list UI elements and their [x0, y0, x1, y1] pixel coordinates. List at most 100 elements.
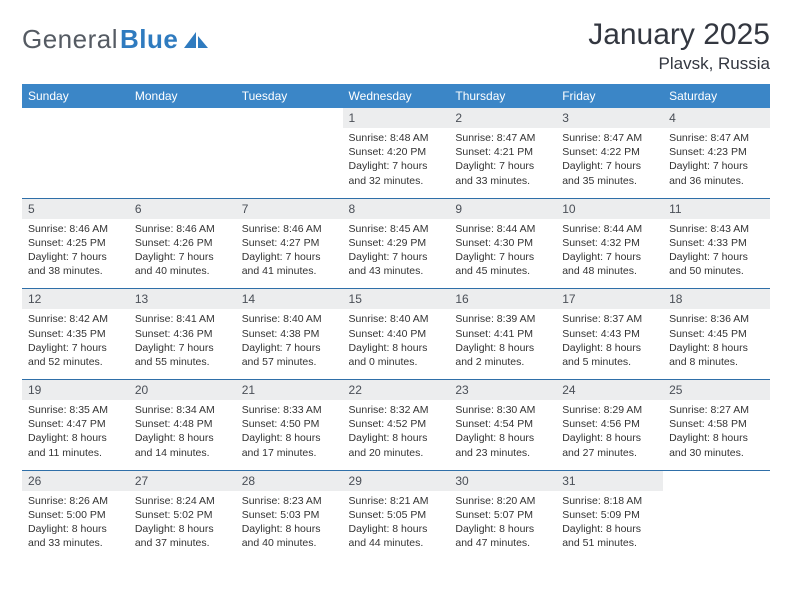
day-line: Daylight: 8 hours	[669, 341, 764, 355]
day-line: Sunset: 4:23 PM	[669, 145, 764, 159]
col-saturday: Saturday	[663, 84, 770, 108]
day-line: Daylight: 8 hours	[242, 522, 337, 536]
day-body	[663, 491, 770, 561]
calendar-cell: 11Sunrise: 8:43 AMSunset: 4:33 PMDayligh…	[663, 198, 770, 289]
day-number: 16	[449, 289, 556, 309]
day-line: Sunset: 5:05 PM	[349, 508, 444, 522]
day-body: Sunrise: 8:39 AMSunset: 4:41 PMDaylight:…	[449, 309, 556, 379]
day-body: Sunrise: 8:43 AMSunset: 4:33 PMDaylight:…	[663, 219, 770, 289]
day-line: Sunrise: 8:39 AM	[455, 312, 550, 326]
day-line: Daylight: 8 hours	[562, 341, 657, 355]
day-line: Sunset: 4:27 PM	[242, 236, 337, 250]
day-body: Sunrise: 8:24 AMSunset: 5:02 PMDaylight:…	[129, 491, 236, 561]
calendar-cell: 15Sunrise: 8:40 AMSunset: 4:40 PMDayligh…	[343, 289, 450, 380]
calendar-cell	[236, 108, 343, 198]
day-line: Sunset: 4:20 PM	[349, 145, 444, 159]
day-line	[669, 536, 764, 550]
calendar-cell: 7Sunrise: 8:46 AMSunset: 4:27 PMDaylight…	[236, 198, 343, 289]
day-number: 13	[129, 289, 236, 309]
day-line: Sunset: 4:26 PM	[135, 236, 230, 250]
day-body: Sunrise: 8:27 AMSunset: 4:58 PMDaylight:…	[663, 400, 770, 470]
day-line: Sunset: 4:38 PM	[242, 327, 337, 341]
calendar-cell: 27Sunrise: 8:24 AMSunset: 5:02 PMDayligh…	[129, 470, 236, 560]
day-number: 28	[236, 471, 343, 491]
day-line: Daylight: 7 hours	[562, 250, 657, 264]
page-title: January 2025	[588, 18, 770, 52]
day-line: Daylight: 7 hours	[669, 250, 764, 264]
day-body: Sunrise: 8:30 AMSunset: 4:54 PMDaylight:…	[449, 400, 556, 470]
day-line: Daylight: 7 hours	[349, 159, 444, 173]
day-line: Sunset: 4:47 PM	[28, 417, 123, 431]
day-line: Sunset: 4:40 PM	[349, 327, 444, 341]
page-header: GeneralBlue January 2025 Plavsk, Russia	[22, 18, 770, 74]
day-number: 12	[22, 289, 129, 309]
day-line: Daylight: 7 hours	[562, 159, 657, 173]
day-body: Sunrise: 8:47 AMSunset: 4:22 PMDaylight:…	[556, 128, 663, 198]
day-line: and 0 minutes.	[349, 355, 444, 369]
day-line: Daylight: 8 hours	[669, 431, 764, 445]
day-line: Daylight: 7 hours	[135, 341, 230, 355]
day-line: Sunrise: 8:26 AM	[28, 494, 123, 508]
day-line: Daylight: 8 hours	[455, 522, 550, 536]
day-line: Daylight: 8 hours	[135, 522, 230, 536]
calendar-cell: 17Sunrise: 8:37 AMSunset: 4:43 PMDayligh…	[556, 289, 663, 380]
day-line: Daylight: 7 hours	[242, 250, 337, 264]
day-line: and 52 minutes.	[28, 355, 123, 369]
day-line	[242, 159, 337, 173]
day-line: and 51 minutes.	[562, 536, 657, 550]
day-number: 4	[663, 108, 770, 128]
day-number: 30	[449, 471, 556, 491]
calendar-week-row: 5Sunrise: 8:46 AMSunset: 4:25 PMDaylight…	[22, 198, 770, 289]
day-line: Daylight: 7 hours	[28, 250, 123, 264]
day-line: and 57 minutes.	[242, 355, 337, 369]
calendar-cell: 6Sunrise: 8:46 AMSunset: 4:26 PMDaylight…	[129, 198, 236, 289]
day-line: and 43 minutes.	[349, 264, 444, 278]
calendar-cell: 2Sunrise: 8:47 AMSunset: 4:21 PMDaylight…	[449, 108, 556, 198]
day-line: Sunset: 4:45 PM	[669, 327, 764, 341]
day-line: Sunset: 4:41 PM	[455, 327, 550, 341]
day-line	[242, 174, 337, 188]
day-body: Sunrise: 8:26 AMSunset: 5:00 PMDaylight:…	[22, 491, 129, 561]
day-line: Sunset: 4:29 PM	[349, 236, 444, 250]
day-line: and 55 minutes.	[135, 355, 230, 369]
day-number: 15	[343, 289, 450, 309]
calendar-cell	[129, 108, 236, 198]
day-line: and 48 minutes.	[562, 264, 657, 278]
day-body: Sunrise: 8:44 AMSunset: 4:30 PMDaylight:…	[449, 219, 556, 289]
day-body: Sunrise: 8:42 AMSunset: 4:35 PMDaylight:…	[22, 309, 129, 379]
day-line: and 37 minutes.	[135, 536, 230, 550]
calendar-week-row: 1Sunrise: 8:48 AMSunset: 4:20 PMDaylight…	[22, 108, 770, 198]
day-line	[135, 174, 230, 188]
day-line: Sunset: 4:56 PM	[562, 417, 657, 431]
day-line: and 33 minutes.	[455, 174, 550, 188]
calendar-cell: 9Sunrise: 8:44 AMSunset: 4:30 PMDaylight…	[449, 198, 556, 289]
day-number: 14	[236, 289, 343, 309]
day-body: Sunrise: 8:34 AMSunset: 4:48 PMDaylight:…	[129, 400, 236, 470]
day-body: Sunrise: 8:44 AMSunset: 4:32 PMDaylight:…	[556, 219, 663, 289]
day-line	[28, 159, 123, 173]
day-line	[242, 131, 337, 145]
day-line: and 47 minutes.	[455, 536, 550, 550]
day-body: Sunrise: 8:41 AMSunset: 4:36 PMDaylight:…	[129, 309, 236, 379]
day-line: Sunset: 4:33 PM	[669, 236, 764, 250]
calendar-cell: 19Sunrise: 8:35 AMSunset: 4:47 PMDayligh…	[22, 380, 129, 471]
calendar-cell: 31Sunrise: 8:18 AMSunset: 5:09 PMDayligh…	[556, 470, 663, 560]
day-line: Sunset: 5:00 PM	[28, 508, 123, 522]
day-line: and 20 minutes.	[349, 446, 444, 460]
day-line	[135, 145, 230, 159]
day-number: 1	[343, 108, 450, 128]
day-number: 24	[556, 380, 663, 400]
day-line: and 5 minutes.	[562, 355, 657, 369]
day-body: Sunrise: 8:40 AMSunset: 4:38 PMDaylight:…	[236, 309, 343, 379]
day-line: Sunrise: 8:48 AM	[349, 131, 444, 145]
calendar-cell: 1Sunrise: 8:48 AMSunset: 4:20 PMDaylight…	[343, 108, 450, 198]
day-number: 8	[343, 199, 450, 219]
day-body: Sunrise: 8:48 AMSunset: 4:20 PMDaylight:…	[343, 128, 450, 198]
calendar-cell: 16Sunrise: 8:39 AMSunset: 4:41 PMDayligh…	[449, 289, 556, 380]
day-line: Sunset: 4:22 PM	[562, 145, 657, 159]
col-tuesday: Tuesday	[236, 84, 343, 108]
day-line	[669, 522, 764, 536]
day-line: and 40 minutes.	[242, 536, 337, 550]
day-body: Sunrise: 8:35 AMSunset: 4:47 PMDaylight:…	[22, 400, 129, 470]
day-line: Sunset: 5:09 PM	[562, 508, 657, 522]
